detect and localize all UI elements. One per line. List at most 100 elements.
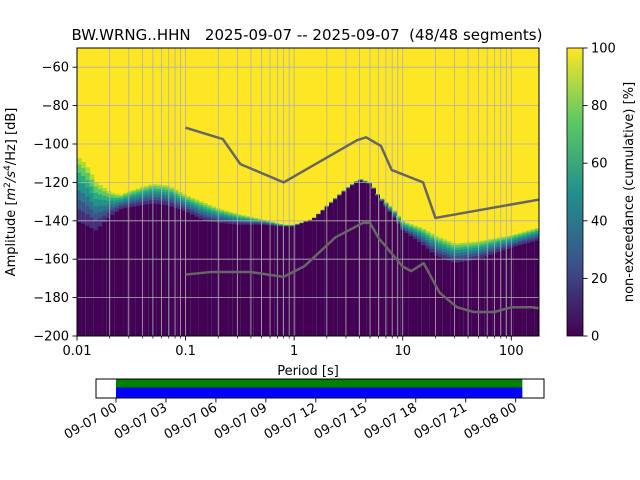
heatmap-column-band xyxy=(526,242,532,336)
x-tick-label: 10 xyxy=(394,344,411,359)
heatmap-column-band xyxy=(106,218,112,336)
colorbar-tick-label: 0 xyxy=(591,330,599,345)
x-axis: 0.01 0.1 1 10 100 xyxy=(63,336,524,359)
heatmap-column-band xyxy=(203,220,208,336)
heatmap-column-band xyxy=(232,224,238,336)
x-tick-label: 100 xyxy=(499,344,524,359)
heatmap-column-band xyxy=(274,225,280,336)
colorbar-tick-label: 20 xyxy=(591,272,608,287)
heatmap-column-band xyxy=(110,214,116,336)
heatmap-column-band xyxy=(98,226,103,336)
x-tick-label: 1 xyxy=(290,344,298,359)
y-axis-label: Amplitude [m2/s4/Hz] [dB] xyxy=(3,108,19,277)
coverage-data-bar xyxy=(115,379,523,388)
y-axis-label-mid: /s xyxy=(4,171,19,183)
heatmap-column-band xyxy=(114,211,120,336)
chart-title: BW.WRNG..HHN 2025-09-07 -- 2025-09-07 (4… xyxy=(72,26,543,44)
heatmap-column-band xyxy=(492,253,498,336)
heatmap-column-band xyxy=(278,226,284,336)
heatmap-column-band xyxy=(165,205,170,336)
time-tick-label: 09-07 12 xyxy=(262,400,320,442)
heatmap-column-band xyxy=(505,249,511,336)
plot-area xyxy=(77,48,539,336)
heatmap-column-band xyxy=(249,224,254,336)
heatmap-column-band xyxy=(429,252,435,336)
heatmap-column-band xyxy=(303,221,309,336)
heatmap-column-band xyxy=(455,262,460,336)
heatmap-column-band xyxy=(497,251,502,336)
colorbar-tick-label: 60 xyxy=(591,157,608,172)
time-tick-label: 09-07 21 xyxy=(412,400,470,442)
heatmap-column-band xyxy=(81,223,86,336)
heatmap-column-band xyxy=(282,226,288,336)
time-tick-label: 09-07 18 xyxy=(362,400,420,442)
heatmap-column-band xyxy=(387,212,393,336)
heatmap-column-band xyxy=(291,226,296,336)
x-tick-label: 0.01 xyxy=(63,344,92,359)
y-axis: −60 −80 −100 −120 −140 −160 −180 −200 xyxy=(33,61,77,345)
heatmap-column-band xyxy=(152,203,158,336)
heatmap-column-band xyxy=(425,248,431,336)
heatmap-column-band xyxy=(169,206,175,336)
heatmap-column-band xyxy=(438,257,443,336)
heatmap-column-band xyxy=(337,195,343,336)
colorbar-tick-label: 80 xyxy=(591,99,608,114)
heatmap-column-band xyxy=(404,233,410,336)
nlnm-curve xyxy=(185,221,539,314)
heatmap-column-band xyxy=(467,260,473,336)
y-axis-label-pre: Amplitude [ xyxy=(4,200,19,276)
heatmap-column-band xyxy=(144,204,149,336)
heatmap-column-band xyxy=(156,204,162,336)
heatmap-column-band xyxy=(135,205,141,336)
x-axis-label: Period [s] xyxy=(277,364,339,379)
y-axis-label-unit-m: m xyxy=(4,188,19,201)
heatmap-column-band xyxy=(299,223,305,336)
heatmap-column-band xyxy=(509,247,515,336)
heatmap-column-band xyxy=(320,210,326,336)
heatmap-column-band xyxy=(89,227,95,336)
heatmap-column-band xyxy=(522,244,527,336)
heatmap-column-band xyxy=(329,203,334,336)
heatmap-column-band xyxy=(85,225,91,336)
heatmap-column-band xyxy=(77,221,82,336)
time-tick-label: 09-07 06 xyxy=(162,400,220,442)
heatmap-column-band xyxy=(345,188,351,336)
x-tick-label: 0.1 xyxy=(175,344,196,359)
y-tick-label: −200 xyxy=(33,330,69,345)
heatmap-column-band xyxy=(228,223,233,336)
time-tick-label: 09-07 15 xyxy=(312,400,370,442)
heatmap-column-band xyxy=(379,201,385,336)
heatmap-column-band xyxy=(392,217,397,336)
y-axis-label-post: /Hz] [dB] xyxy=(4,108,19,166)
grid-lines xyxy=(77,48,539,336)
time-tick-label: 09-07 09 xyxy=(212,400,270,442)
heatmap-column-band xyxy=(312,218,317,336)
heatmap-column-band xyxy=(518,245,523,336)
heatmap-column-band xyxy=(534,240,539,336)
colorbar-label: non-exceedance (cumulative) [%] xyxy=(622,82,637,302)
heatmap-column-band xyxy=(182,210,187,336)
heatmap-column-band xyxy=(371,189,376,336)
heatmap-column-band xyxy=(253,224,259,336)
heatmap-column-band xyxy=(161,204,166,336)
heatmap-column-band xyxy=(513,246,519,336)
heatmap-column-band xyxy=(224,223,229,336)
heatmap-column-band xyxy=(501,250,506,336)
y-tick-label: −80 xyxy=(42,99,69,114)
time-tick-label: 09-07 03 xyxy=(112,400,170,442)
colorbar-ticks: 0 20 40 60 80 100 xyxy=(583,42,616,345)
heatmap-column-band xyxy=(341,192,347,336)
heatmap-column-band xyxy=(261,224,267,336)
heatmap-column-band xyxy=(480,257,485,336)
heatmap-column-band xyxy=(236,224,242,336)
heatmap-column-band xyxy=(211,222,217,336)
heatmap-column-band xyxy=(434,255,439,336)
heatmap-column-band xyxy=(131,206,137,336)
y-tick-label: −180 xyxy=(33,291,69,306)
heatmap-column-band xyxy=(173,207,179,336)
y-tick-label: −140 xyxy=(33,214,69,229)
heatmap-column-band xyxy=(350,185,355,336)
